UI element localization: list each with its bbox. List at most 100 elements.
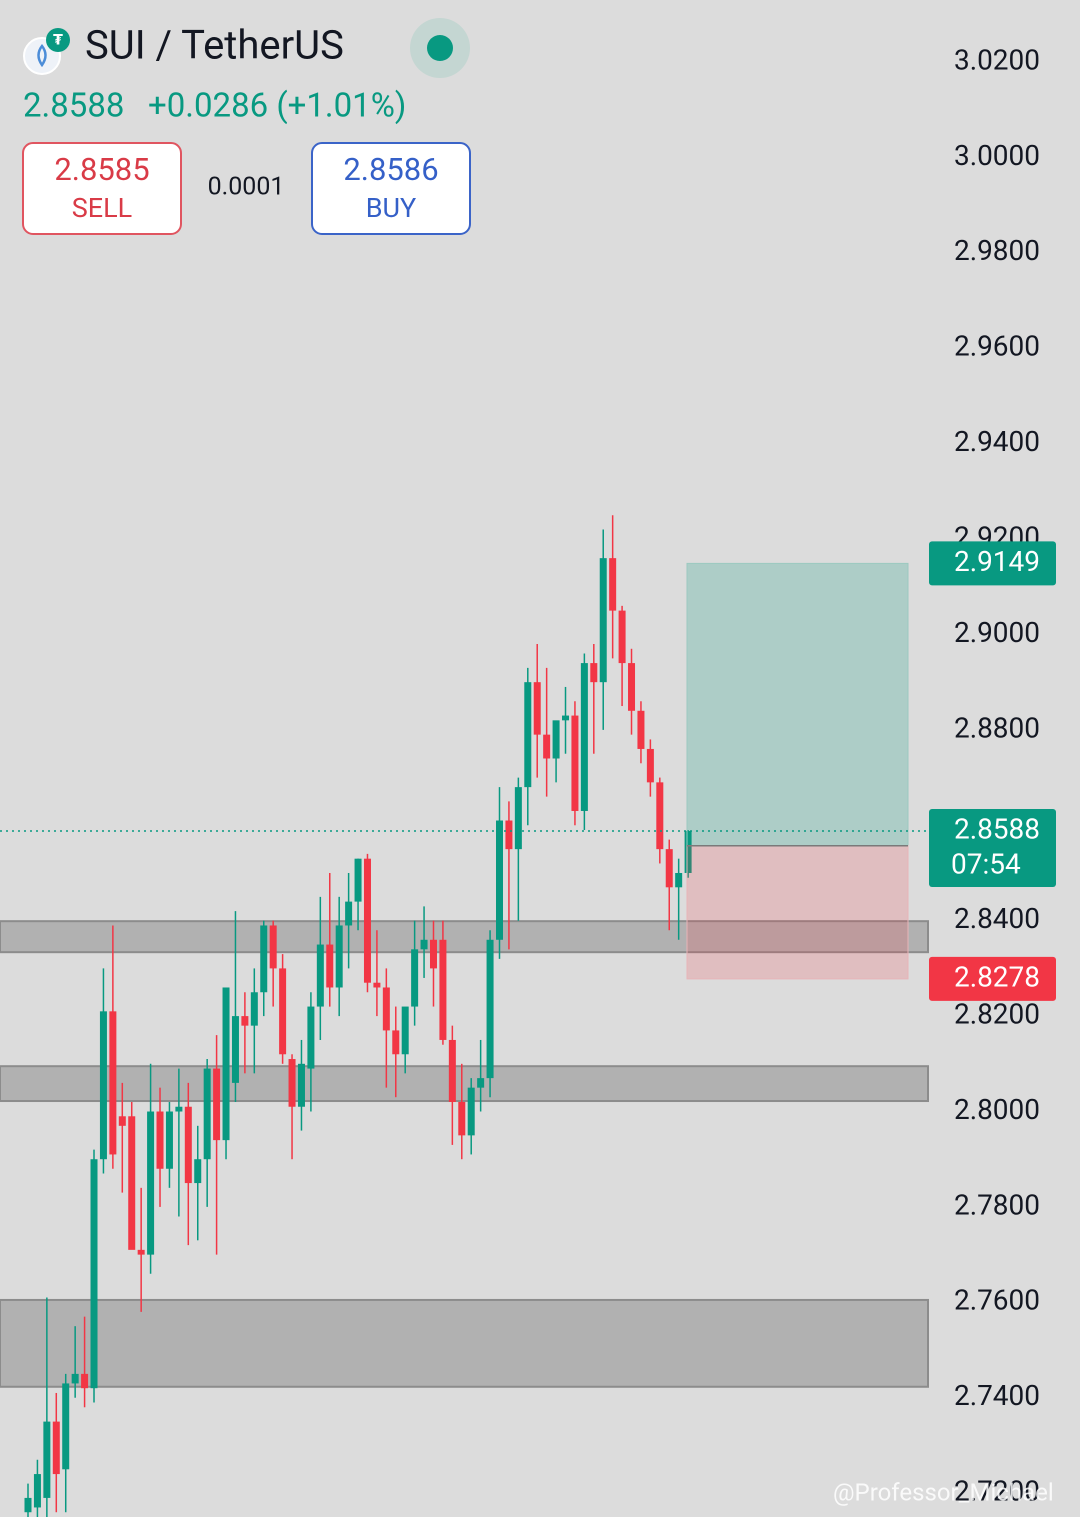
candle-body (637, 710, 645, 749)
candle-body (354, 858, 362, 902)
candle-body (646, 748, 654, 783)
plot (0, 515, 929, 1517)
candle-body (147, 1111, 155, 1255)
candle-body (552, 720, 560, 759)
sell-label: SELL (72, 192, 132, 224)
y-tick-label: 2.8400 (954, 902, 1040, 935)
profit-zone (686, 562, 909, 847)
candle-body (580, 663, 588, 811)
status-dot (427, 35, 453, 61)
candle-body (118, 1116, 126, 1126)
countdown: 07:54 (951, 847, 1021, 880)
last-price-label-bg (929, 809, 1056, 888)
candle-body (307, 1006, 315, 1069)
y-tick-label: 3.0000 (954, 139, 1040, 172)
candle-body (665, 849, 673, 888)
y-tick-label: 2.7800 (954, 1188, 1040, 1221)
change: +0.0286 (+1.01%) (148, 87, 406, 126)
y-tick-label: 2.7600 (954, 1284, 1040, 1317)
candle-body (562, 715, 570, 721)
candle-body (590, 663, 598, 683)
candle-body (24, 1497, 32, 1513)
candle-body (448, 1039, 456, 1102)
candle-body (392, 1030, 400, 1055)
buy-price: 2.8586 (343, 151, 438, 188)
candle-body (656, 782, 664, 850)
candle-body (184, 1106, 192, 1184)
candle-body (628, 663, 636, 711)
candle-body (326, 944, 334, 988)
candle-body (411, 949, 419, 1007)
candle-body (429, 939, 437, 969)
svg-text:₮: ₮ (53, 33, 63, 49)
candle-body (99, 1011, 107, 1160)
candle-body (288, 1059, 296, 1107)
candle-body (543, 734, 551, 759)
candle-body (203, 1068, 211, 1160)
candle-body (128, 1116, 136, 1250)
candle-body (43, 1421, 51, 1498)
support-zone (0, 1298, 929, 1388)
y-tick-label: 2.9600 (954, 330, 1040, 363)
candle-body (90, 1159, 98, 1389)
spread: 0.0001 (208, 173, 285, 202)
candle-body (439, 939, 447, 1040)
candle-body (62, 1383, 70, 1470)
candle-body (382, 987, 390, 1031)
candle-body (175, 1106, 183, 1112)
buy-button[interactable]: 2.8586 BUY (311, 142, 471, 235)
candle-body (618, 610, 626, 664)
title: SUI / TetherUS (85, 22, 344, 69)
y-tick-label: 2.8000 (954, 1093, 1040, 1126)
last-price-label: 2.8588 (954, 812, 1040, 845)
stop-label: 2.8278 (954, 960, 1040, 993)
candle-body (81, 1373, 89, 1389)
target-label-bg (929, 541, 1056, 586)
y-tick-label: 2.8800 (954, 711, 1040, 744)
y-tick-label: 2.9000 (954, 616, 1040, 649)
candle-body (571, 715, 579, 811)
loss-zone (686, 845, 909, 980)
buy-label: BUY (366, 192, 417, 224)
support-zone (0, 920, 929, 954)
candle-body (33, 1474, 41, 1508)
y-tick-label: 2.7200 (954, 1475, 1040, 1508)
candle-body (279, 968, 287, 1055)
candle-body (241, 1016, 249, 1026)
candle-body (458, 1101, 466, 1136)
candle-body (194, 1159, 202, 1184)
candle-body (505, 820, 513, 850)
candle-body (363, 858, 371, 983)
candle-body (335, 925, 343, 988)
candle-body (401, 1006, 409, 1055)
candle-body (345, 901, 353, 926)
candle-body (52, 1421, 60, 1475)
y-tick-label: 2.7400 (954, 1379, 1040, 1412)
sell-price: 2.8585 (54, 151, 149, 188)
candle-body (213, 1068, 221, 1141)
candle-body (524, 682, 532, 788)
candle-body (222, 987, 230, 1141)
candle-body (137, 1249, 145, 1255)
y-tick-label: 2.8200 (954, 997, 1040, 1030)
candle-body (260, 925, 268, 993)
candle-body (684, 831, 692, 873)
candle-body (109, 1011, 117, 1155)
candle-body (609, 558, 617, 611)
candle-body (477, 1078, 485, 1088)
candle-body (496, 820, 503, 940)
candle-body (599, 558, 607, 683)
candle-body (373, 982, 381, 988)
y-tick-label: 2.9400 (954, 425, 1040, 458)
logo: ₮ (23, 28, 70, 75)
y-tick-label: 2.9800 (954, 234, 1040, 267)
y-tick-label: 3.0200 (954, 43, 1040, 76)
stop-label-bg (929, 956, 1056, 1001)
candle-body (316, 944, 324, 1007)
candle-body (165, 1111, 173, 1169)
candle-body (420, 939, 428, 950)
candle-body (675, 872, 683, 888)
sell-button[interactable]: 2.8585 SELL (22, 142, 182, 235)
